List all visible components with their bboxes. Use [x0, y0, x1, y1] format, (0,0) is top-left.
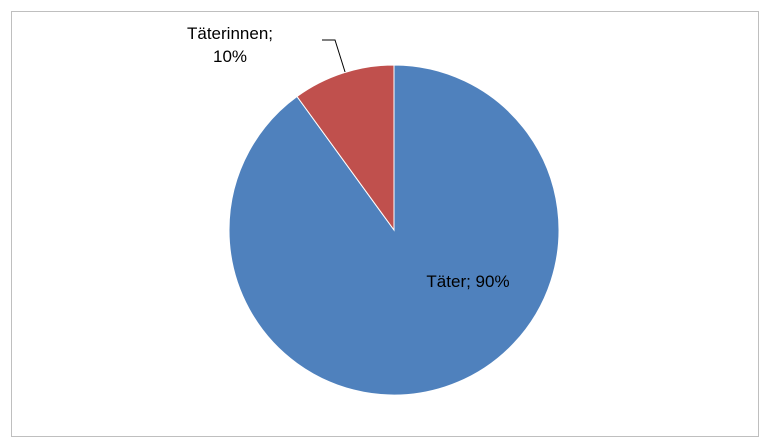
leader-line	[322, 39, 347, 76]
data-label: Täterinnen; 10%	[187, 24, 273, 66]
data-label: Täter; 90%	[426, 272, 510, 291]
pie-slice	[296, 64, 395, 232]
